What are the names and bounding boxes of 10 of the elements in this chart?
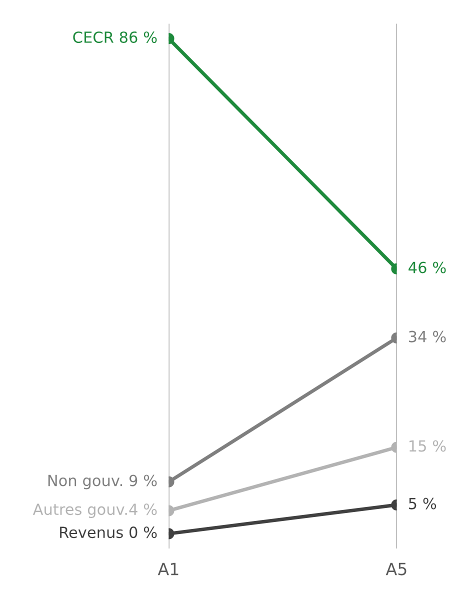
data-label: 15 % — [410, 440, 446, 452]
data-label: Autres gouv.4 % — [32, 504, 157, 518]
data-label: CECR 86 % — [73, 31, 157, 44]
data-label: 5 % — [409, 498, 436, 510]
data-label: 34 % — [408, 330, 446, 342]
data-label: 46 % — [408, 262, 446, 274]
data-label: Non gouv. 9 % — [48, 474, 157, 490]
data-label: Revenus 0 % — [60, 526, 157, 538]
x-tick-label: A5 — [386, 562, 406, 576]
x-tick-label: A1 — [158, 562, 178, 576]
